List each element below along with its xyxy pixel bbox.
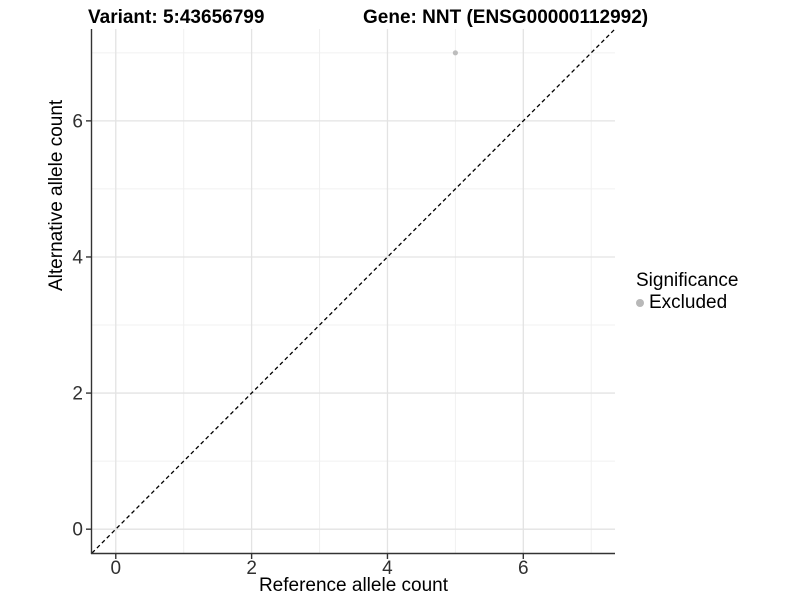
x-tick-label: 4	[382, 558, 393, 579]
y-tick-label: 0	[72, 520, 83, 541]
x-tick-label: 0	[110, 558, 121, 579]
legend-entry-excluded: Excluded	[636, 292, 738, 314]
identity-reference-line	[91, 28, 616, 554]
x-tick-label: 6	[518, 558, 529, 579]
legend-key-dot-icon	[636, 299, 644, 307]
legend: Significance Excluded	[636, 269, 738, 314]
x-tick-label: 2	[246, 558, 257, 579]
legend-title: Significance	[636, 270, 739, 291]
x-axis-title: Reference allele count	[258, 575, 449, 596]
plot-title-variant: Variant: 5:43656799	[88, 7, 265, 28]
legend-entry-label: Excluded	[649, 292, 728, 313]
y-tick-label: 4	[72, 247, 83, 268]
plot-title-gene: Gene: NNT (ENSG00000112992)	[363, 7, 649, 28]
y-tick-label: 6	[72, 111, 83, 132]
y-tick-label: 2	[72, 384, 83, 405]
data-point	[452, 50, 458, 56]
